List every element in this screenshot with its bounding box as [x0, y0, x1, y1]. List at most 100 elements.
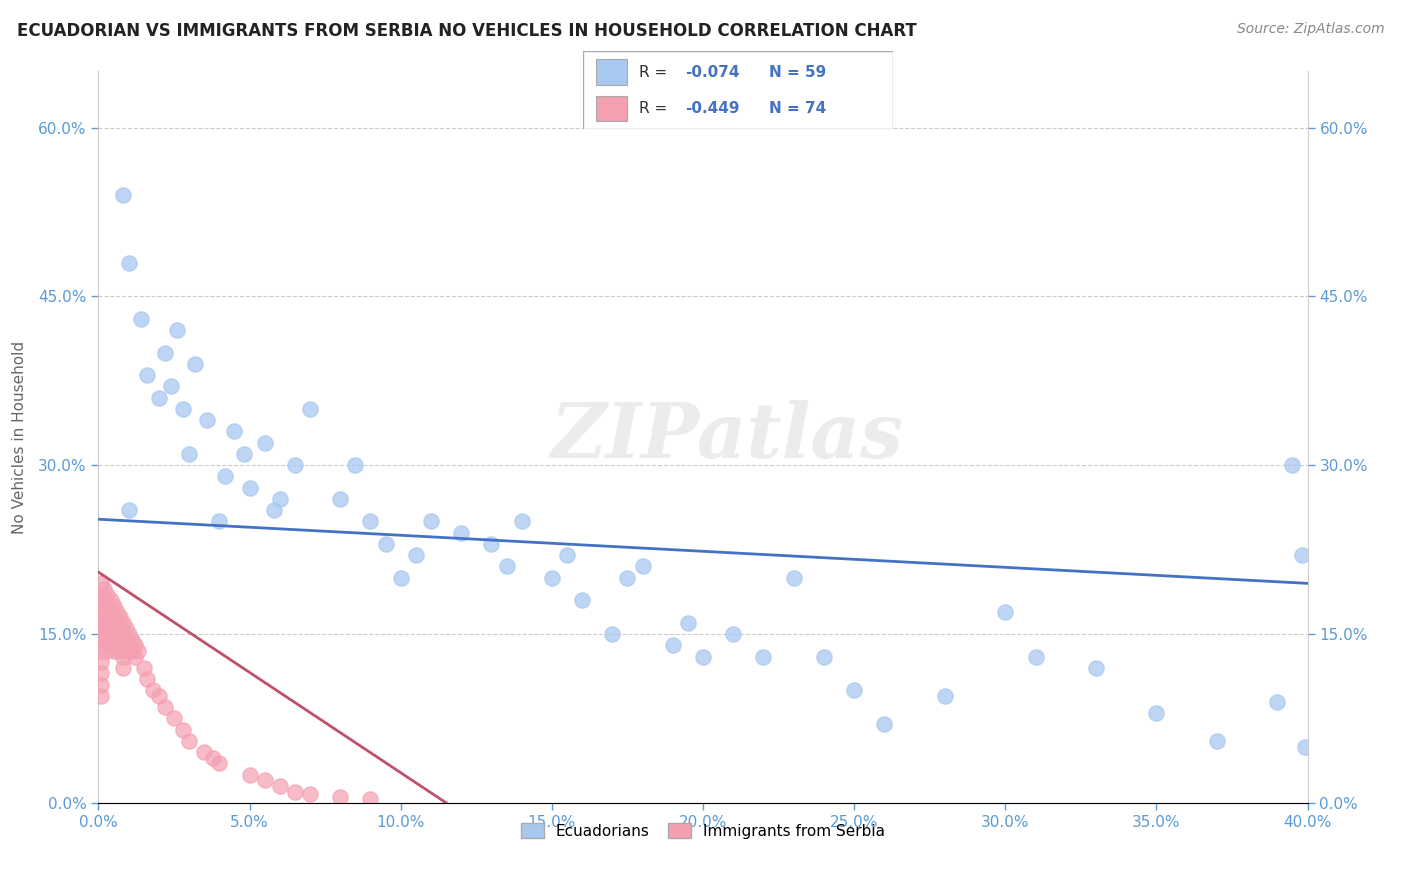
Point — [93, 593, 115, 607]
Point — [105, 627, 128, 641]
Point — [96, 632, 118, 647]
Point — [93, 582, 115, 596]
Point — [510, 515, 533, 529]
Point — [284, 784, 307, 798]
Point — [93, 605, 115, 619]
Point — [90, 678, 112, 692]
Point — [124, 638, 146, 652]
Point — [111, 188, 134, 202]
Point — [93, 627, 115, 641]
Point — [108, 610, 131, 624]
Point — [934, 689, 956, 703]
Point — [1085, 661, 1108, 675]
Text: N = 59: N = 59 — [769, 64, 827, 79]
Point — [93, 638, 115, 652]
Point — [153, 700, 176, 714]
Point — [184, 357, 207, 371]
Point — [148, 689, 170, 703]
Point — [90, 666, 112, 681]
Point — [90, 599, 112, 613]
Point — [118, 503, 141, 517]
Point — [299, 401, 322, 416]
Point — [100, 605, 122, 619]
Point — [1281, 458, 1303, 473]
Text: R =: R = — [640, 102, 672, 117]
Point — [108, 644, 131, 658]
Point — [118, 255, 141, 269]
Point — [114, 632, 136, 647]
Point — [90, 632, 112, 647]
Point — [153, 345, 176, 359]
Point — [132, 661, 155, 675]
Point — [616, 571, 638, 585]
Point — [723, 627, 745, 641]
Text: Source: ZipAtlas.com: Source: ZipAtlas.com — [1237, 22, 1385, 37]
Point — [813, 649, 835, 664]
FancyBboxPatch shape — [596, 96, 627, 121]
Point — [239, 481, 262, 495]
Point — [253, 435, 276, 450]
Point — [108, 632, 131, 647]
Point — [100, 593, 122, 607]
Point — [103, 599, 125, 613]
Point — [193, 745, 215, 759]
Point — [1144, 706, 1167, 720]
Point — [602, 627, 624, 641]
Point — [100, 615, 122, 630]
Point — [105, 638, 128, 652]
Point — [111, 661, 134, 675]
Point — [253, 773, 276, 788]
Point — [783, 571, 806, 585]
Point — [232, 447, 254, 461]
Point — [90, 621, 112, 635]
Point — [90, 689, 112, 703]
Point — [93, 615, 115, 630]
Point — [103, 632, 125, 647]
Point — [360, 515, 382, 529]
Text: -0.449: -0.449 — [686, 102, 740, 117]
Point — [692, 649, 714, 664]
Point — [96, 644, 118, 658]
Point — [299, 787, 322, 801]
Point — [195, 413, 218, 427]
Point — [103, 610, 125, 624]
Point — [661, 638, 683, 652]
Text: ZIPatlas: ZIPatlas — [551, 401, 904, 474]
Point — [166, 323, 188, 337]
Point — [118, 627, 141, 641]
Point — [90, 588, 112, 602]
Point — [96, 621, 118, 635]
Point — [118, 638, 141, 652]
Point — [329, 790, 352, 805]
Point — [160, 379, 183, 393]
Point — [111, 649, 134, 664]
Point — [90, 610, 112, 624]
Point — [103, 644, 125, 658]
Text: R =: R = — [640, 64, 672, 79]
Point — [481, 537, 503, 551]
Point — [269, 779, 291, 793]
Point — [111, 638, 134, 652]
Point — [374, 537, 396, 551]
FancyBboxPatch shape — [596, 60, 627, 85]
Point — [114, 621, 136, 635]
Point — [224, 425, 246, 439]
Point — [873, 717, 896, 731]
Point — [1024, 649, 1046, 664]
Point — [127, 644, 149, 658]
Point — [148, 391, 170, 405]
Point — [284, 458, 307, 473]
Point — [96, 610, 118, 624]
Point — [631, 559, 654, 574]
Text: -0.074: -0.074 — [686, 64, 740, 79]
Point — [121, 644, 143, 658]
Point — [389, 571, 412, 585]
Point — [163, 711, 186, 725]
Point — [135, 368, 157, 383]
Point — [571, 593, 593, 607]
Point — [172, 401, 194, 416]
Point — [1267, 694, 1289, 708]
Point — [329, 491, 352, 506]
Point — [124, 649, 146, 664]
Point — [111, 627, 134, 641]
